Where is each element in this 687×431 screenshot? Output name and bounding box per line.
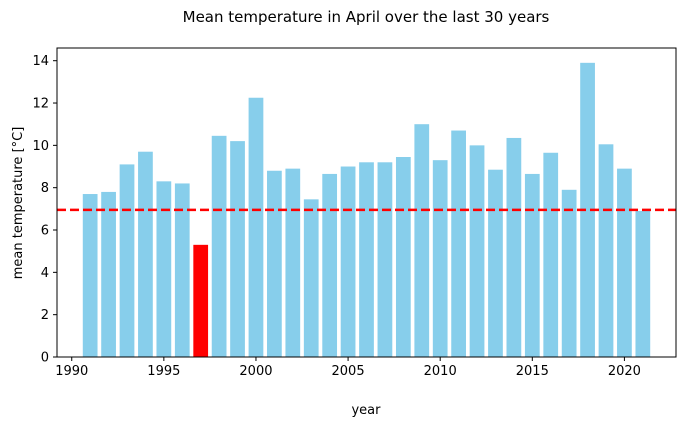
y-tick-label-10: 10 (32, 139, 49, 154)
bar-2003 (303, 199, 319, 357)
y-tick-label-2: 2 (41, 308, 49, 323)
bar-1998 (211, 135, 227, 357)
bar-1994 (138, 151, 153, 357)
x-axis: 1990 1995 2000 2005 2010 2015 2020 (55, 357, 641, 379)
y-tick-label-14: 14 (32, 54, 49, 69)
bar-2010 (432, 160, 448, 357)
bar-highlight-1997 (193, 244, 209, 357)
y-axis: 0 2 4 6 8 10 12 14 (32, 54, 57, 366)
y-axis-label: mean temperature [°C] (11, 127, 26, 280)
bar-2015 (524, 173, 540, 357)
x-tick-label-2005: 2005 (332, 364, 365, 379)
bar-2005 (340, 166, 356, 357)
y-tick-label-8: 8 (41, 181, 49, 196)
x-tick-label-1990: 1990 (55, 364, 88, 379)
bar-2008 (395, 157, 411, 357)
bar-1991 (82, 194, 98, 357)
y-tick-label-6: 6 (41, 224, 49, 239)
bar-2014 (506, 137, 522, 357)
bars-layer (82, 62, 651, 358)
bar-2000 (248, 97, 264, 358)
bar-2011 (451, 130, 466, 357)
bar-2016 (543, 152, 559, 357)
x-tick-label-2010: 2010 (424, 364, 457, 379)
bar-2007 (377, 162, 393, 357)
bar-2018 (580, 62, 595, 357)
x-tick-label-1995: 1995 (147, 364, 180, 379)
y-tick-label-12: 12 (32, 97, 49, 112)
y-tick-label-4: 4 (41, 266, 49, 281)
plot-frame (56, 47, 677, 358)
bar-1995 (156, 181, 172, 357)
x-tick-label-2000: 2000 (239, 364, 272, 379)
chart-title: Mean temperature in April over the last … (183, 8, 550, 26)
x-tick-label-2020: 2020 (608, 364, 641, 379)
bar-2012 (469, 145, 485, 357)
bar-2002 (285, 168, 301, 357)
bar-1996 (174, 183, 190, 357)
bar-2001 (267, 170, 282, 357)
x-tick-label-2015: 2015 (516, 364, 549, 379)
x-axis-label: year (351, 403, 381, 418)
bar-2020 (617, 168, 632, 357)
bar-2004 (322, 173, 338, 357)
bar-2009 (414, 124, 430, 357)
bar-2006 (359, 162, 374, 357)
bar-2013 (488, 169, 503, 357)
bar-1993 (119, 164, 135, 357)
y-tick-label-0: 0 (41, 351, 49, 366)
bar-1992 (101, 191, 116, 357)
bar-2019 (598, 144, 614, 357)
bar-2017 (561, 189, 577, 357)
bar-2021 (635, 210, 651, 357)
bar-1999 (230, 141, 245, 357)
